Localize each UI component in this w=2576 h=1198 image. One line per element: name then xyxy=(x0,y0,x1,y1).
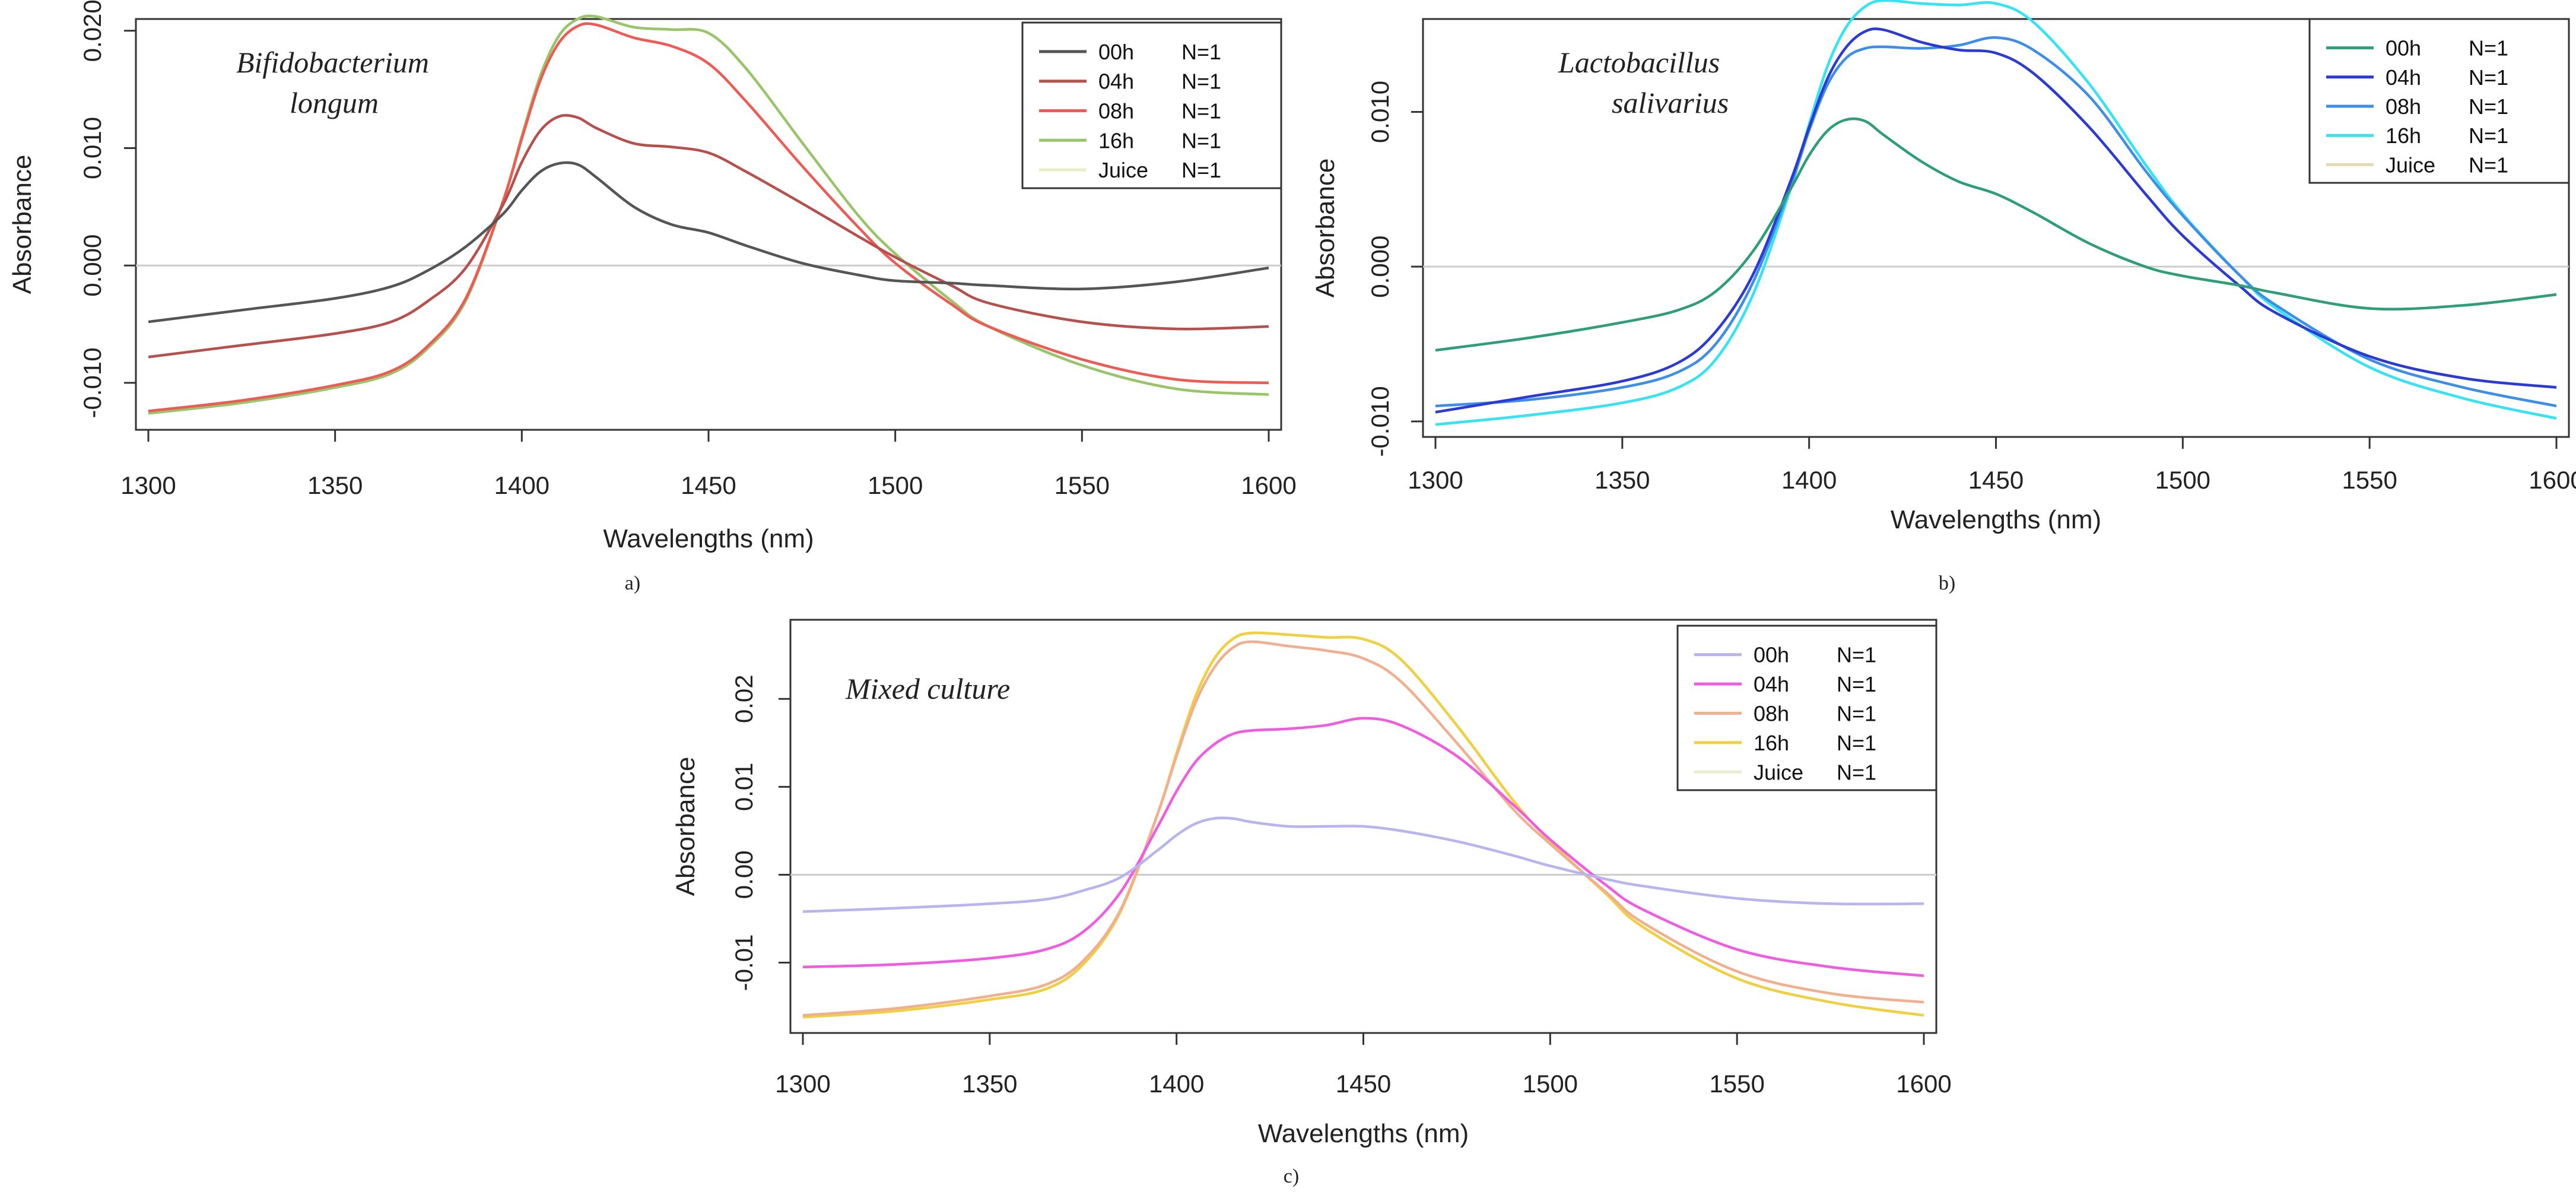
panel-3-legend-n: N=1 xyxy=(1837,731,1876,755)
panel-2-species-annotation: salivarius xyxy=(1612,86,1729,119)
panel-3-legend-box xyxy=(1676,625,1937,791)
panel-2-x-tick-label: 1400 xyxy=(1781,466,1837,494)
panel-2-series-line-16h xyxy=(1435,0,2557,426)
panel-3-series-line-00h xyxy=(802,816,1924,913)
panel-3-x-tick-label: 1500 xyxy=(1523,1070,1578,1098)
panel-3-x-tick-label: 1350 xyxy=(962,1070,1017,1098)
panel-1-legend-label: Juice xyxy=(1098,158,1148,182)
panel-1-legend-n: N=1 xyxy=(1181,40,1221,64)
panel-3-x-tick-label: 1550 xyxy=(1709,1070,1764,1098)
panel-3-panel-label: c) xyxy=(1284,1165,1299,1187)
panel-3-species-annotation: Mixed culture xyxy=(845,672,1010,705)
panel-2-legend-label: Juice xyxy=(2386,153,2435,177)
panel-3-x-tick-label: 1300 xyxy=(775,1070,830,1098)
panel-2-y-axis-label: Absorbance xyxy=(1311,159,1340,298)
panel-1-legend-box xyxy=(1021,21,1282,189)
panel-2-x-tick-label: 1300 xyxy=(1408,466,1463,494)
panel-3-legend-label: 04h xyxy=(1754,672,1789,696)
panel-2-legend-n: N=1 xyxy=(2469,153,2508,177)
panel-3-y-tick-label: -0.01 xyxy=(730,934,758,991)
panel-3-y-tick-label: 0.02 xyxy=(730,674,758,723)
panel-1-legend-label: 16h xyxy=(1098,128,1134,153)
panel-2-x-axis-label: Wavelengths (nm) xyxy=(1891,505,2101,534)
panel-3-legend-n: N=1 xyxy=(1837,672,1876,696)
panel-2-species-annotation: Lactobacillus xyxy=(1558,46,1720,79)
panel-3-x-tick-label: 1450 xyxy=(1336,1070,1391,1098)
panel-1-y-tick-label: -0.010 xyxy=(78,347,106,418)
panel-1-x-tick-label: 1450 xyxy=(681,471,736,499)
panel-1-series-line-04h xyxy=(148,114,1269,359)
panel-2-legend-label: 00h xyxy=(2386,36,2421,61)
panel-2-legend-label: 08h xyxy=(2386,94,2421,119)
panel-1-legend-n: N=1 xyxy=(1181,128,1221,153)
panel-1-x-tick-label: 1600 xyxy=(1241,471,1296,499)
panel-2-panel-label: b) xyxy=(1939,572,1955,594)
panel-2-legend-label: 16h xyxy=(2386,123,2421,148)
panel-3-series-line-08h xyxy=(802,640,1924,1017)
panel-1-species-annotation: longum xyxy=(290,86,379,119)
panel-2-legend-n: N=1 xyxy=(2469,36,2508,61)
panel-2-series-line-08h xyxy=(1435,36,2557,408)
panel-1-x-tick-label: 1550 xyxy=(1054,471,1110,499)
panel-1-y-tick-label: 0.020 xyxy=(78,0,106,62)
panel-2-legend-box xyxy=(2308,18,2570,184)
panel-1-legend-label: 04h xyxy=(1098,69,1134,94)
panel-3-legend-n: N=1 xyxy=(1837,702,1876,726)
panel-2-legend-n: N=1 xyxy=(2469,123,2508,148)
panel-3-legend-label: 00h xyxy=(1754,643,1789,667)
panel-2-series-line-04h xyxy=(1435,27,2557,414)
panel-2-x-tick-label: 1600 xyxy=(2529,466,2576,494)
panel-1-legend-n: N=1 xyxy=(1181,69,1221,94)
panel-3-x-axis-label: Wavelengths (nm) xyxy=(1258,1119,1469,1148)
panel-1-panel-label: a) xyxy=(625,572,640,594)
panel-1-legend-n: N=1 xyxy=(1181,99,1221,123)
panel-2-legend-n: N=1 xyxy=(2469,94,2508,119)
panel-3-y-tick-label: 0.00 xyxy=(730,851,758,899)
panel-3-x-tick-label: 1600 xyxy=(1896,1070,1951,1098)
panel-1-species-annotation: Bifidobacterium xyxy=(236,46,429,79)
panel-3-legend-label: 08h xyxy=(1754,702,1789,726)
panel-3-legend-label: Juice xyxy=(1754,760,1803,784)
panel-1-x-tick-label: 1400 xyxy=(494,471,549,499)
panel-1-y-tick-label: 0.000 xyxy=(78,234,106,297)
panel-2-series-line-00h xyxy=(1435,117,2557,352)
panel-1-legend-label: 00h xyxy=(1098,40,1134,64)
panel-1-y-tick-label: 0.010 xyxy=(78,117,106,179)
panel-1-x-tick-label: 1500 xyxy=(868,471,923,499)
panel-1-legend-label: 08h xyxy=(1098,99,1134,123)
panel-2-y-tick-label: -0.010 xyxy=(1366,386,1394,457)
panel-2-y-tick-label: 0.010 xyxy=(1366,81,1394,143)
panel-1-legend-n: N=1 xyxy=(1181,158,1221,182)
panel-2-legend-n: N=1 xyxy=(2469,65,2508,90)
panel-3-series-line-04h xyxy=(802,717,1924,977)
panel-1-x-axis-label: Wavelengths (nm) xyxy=(603,524,814,553)
panel-3-legend-n: N=1 xyxy=(1837,643,1876,667)
panel-1-y-axis-label: Absorbance xyxy=(8,155,37,294)
panel-1-series-line-08h xyxy=(148,22,1269,413)
panel-3-series-line-16h xyxy=(802,631,1924,1019)
panel-3-x-tick-label: 1400 xyxy=(1149,1070,1204,1098)
panel-1-series-line-00h xyxy=(148,161,1269,324)
panel-1-x-tick-label: 1300 xyxy=(120,471,176,499)
panel-2-x-tick-label: 1350 xyxy=(1594,466,1650,494)
panel-2-legend-label: 04h xyxy=(2386,65,2421,90)
panel-3-legend-n: N=1 xyxy=(1837,760,1876,784)
panel-3-legend-label: 16h xyxy=(1754,731,1789,755)
panel-3-y-tick-label: 0.01 xyxy=(730,762,758,811)
panel-2-x-tick-label: 1500 xyxy=(2155,466,2210,494)
panel-1-x-tick-label: 1350 xyxy=(307,471,363,499)
panel-2-x-tick-label: 1450 xyxy=(1968,466,2024,494)
panel-3-y-axis-label: Absorbance xyxy=(671,757,700,896)
panel-2-y-tick-label: 0.000 xyxy=(1366,236,1394,298)
panel-2-x-tick-label: 1550 xyxy=(2342,466,2397,494)
